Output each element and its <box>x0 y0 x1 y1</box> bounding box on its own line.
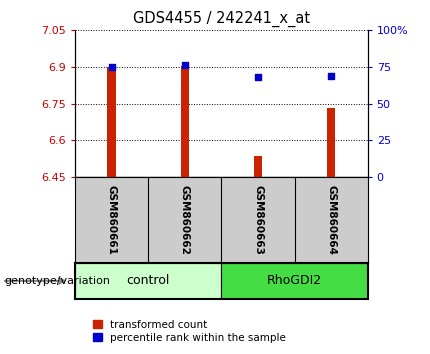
Bar <box>181 65 189 177</box>
Bar <box>75 263 221 299</box>
Text: GSM860662: GSM860662 <box>180 185 190 255</box>
Text: GSM860661: GSM860661 <box>107 185 117 255</box>
Legend: transformed count, percentile rank within the sample: transformed count, percentile rank withi… <box>89 315 290 347</box>
Bar <box>108 67 116 177</box>
Bar <box>254 156 262 177</box>
Point <box>181 63 188 68</box>
Text: genotype/variation: genotype/variation <box>4 276 111 286</box>
Point <box>255 74 261 80</box>
Bar <box>327 108 335 177</box>
Point <box>328 73 335 79</box>
Text: RhoGDI2: RhoGDI2 <box>267 274 322 287</box>
Text: GSM860664: GSM860664 <box>326 185 336 255</box>
Bar <box>221 263 368 299</box>
Point <box>108 64 115 70</box>
Title: GDS4455 / 242241_x_at: GDS4455 / 242241_x_at <box>133 11 310 27</box>
Text: GSM860663: GSM860663 <box>253 185 263 255</box>
Text: control: control <box>127 274 170 287</box>
